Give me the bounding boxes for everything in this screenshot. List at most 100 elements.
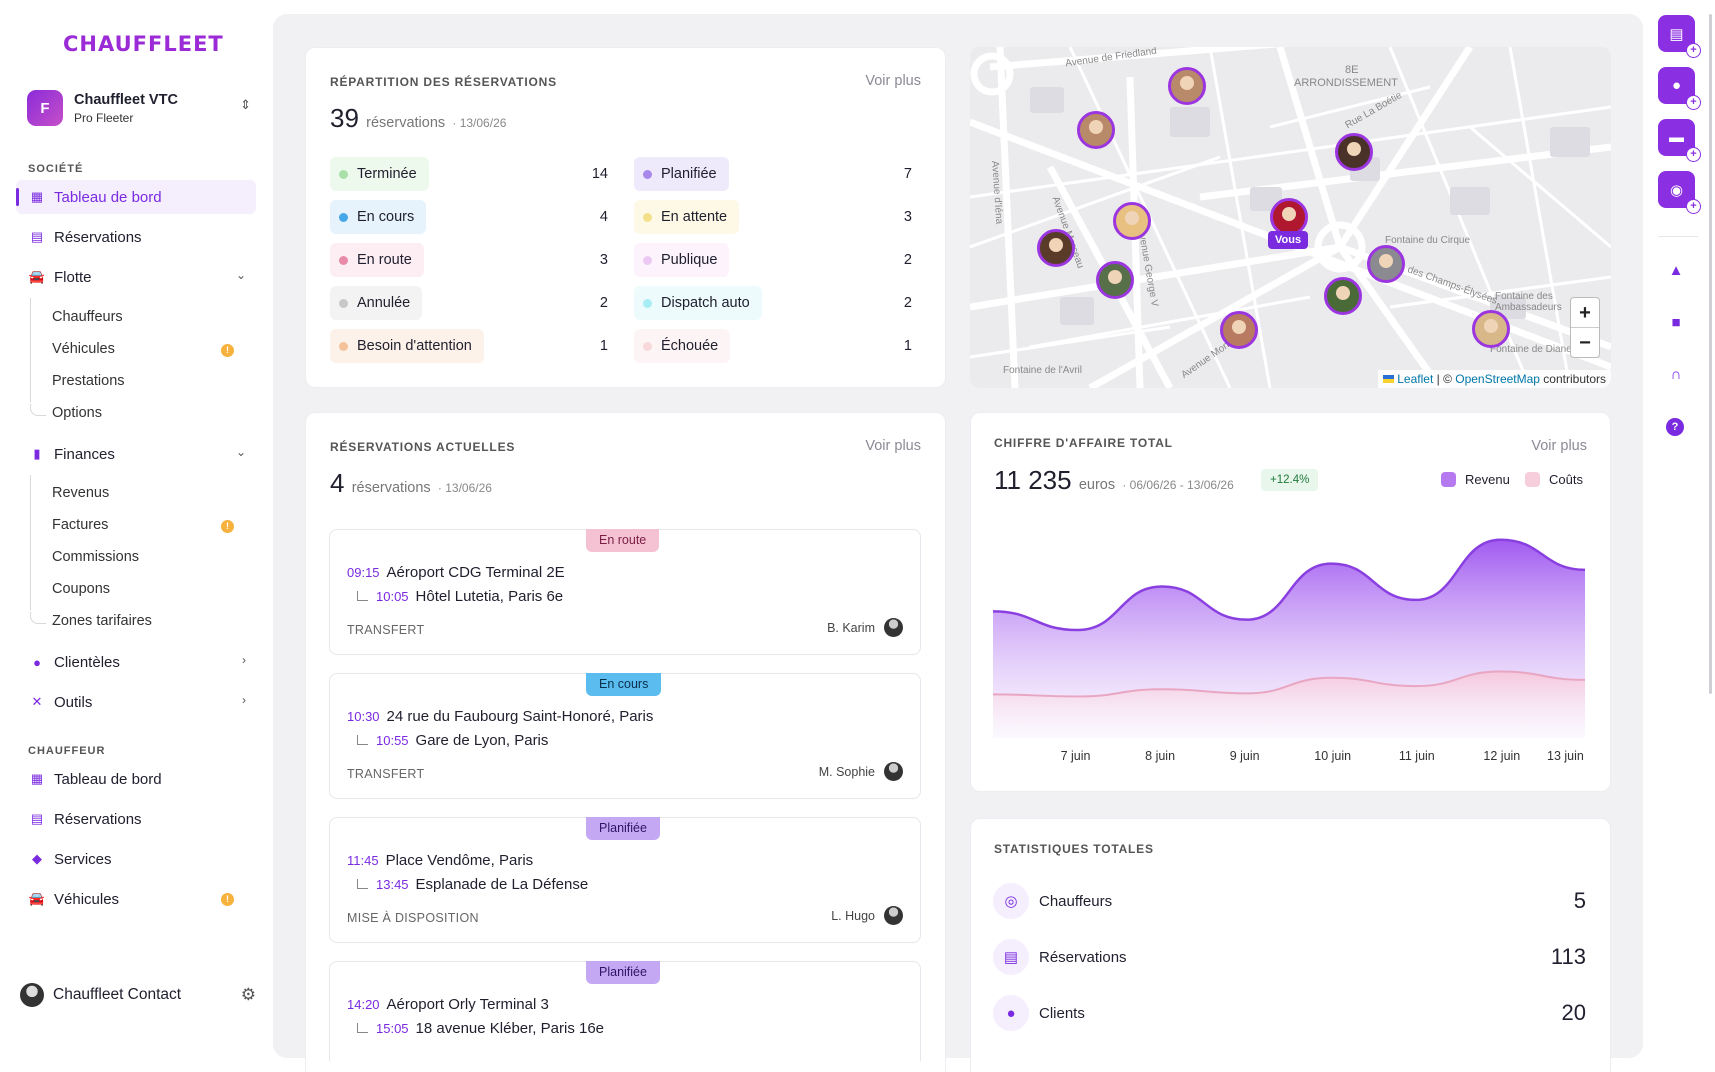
nav-chauffeur-vehicules[interactable]: 🚘 Véhicules <box>16 882 256 916</box>
attr-sep: | © <box>1433 372 1456 386</box>
driver-pin[interactable] <box>1077 111 1115 149</box>
user-menu[interactable]: Chauffleet Contact ⚙ <box>20 980 260 1010</box>
scrollbar[interactable] <box>1709 14 1712 694</box>
tag-icon: ◆ <box>32 851 42 866</box>
pickup-line: 10:30 24 rue du Faubourg Saint-Honoré, Pa… <box>347 708 653 725</box>
status-count: 14 <box>591 166 608 182</box>
total-date: · 13/06/26 <box>452 116 507 130</box>
driver-pin[interactable] <box>1168 67 1206 105</box>
bell-icon[interactable]: ▲ <box>1668 262 1684 279</box>
app-logo[interactable]: CHAUFFLEET <box>63 32 224 56</box>
driver-info: M. Sophie <box>819 762 903 781</box>
repartition-card: RÉPARTITION DES RÉSERVATIONS Voir plus 3… <box>305 47 946 388</box>
headset-icon[interactable]: ∩ <box>1670 366 1682 383</box>
voir-plus-link[interactable]: Voir plus <box>865 73 921 89</box>
stat-reservations: ▤ Réservations 113 <box>993 937 1586 977</box>
status-row[interactable]: Échouée 1 <box>634 329 920 363</box>
driver-pin[interactable] <box>1037 229 1075 267</box>
status-tag: Planifiée <box>586 961 660 984</box>
help-icon[interactable]: ? <box>1666 418 1684 436</box>
nav-vehicules[interactable]: Véhicules <box>52 341 115 357</box>
reservation-type: TRANSFERT <box>347 767 425 781</box>
nav-chauffeur-tableau[interactable]: ▦ Tableau de bord <box>16 762 256 796</box>
nav-flotte[interactable]: 🚘 Flotte ⌄ <box>16 260 256 294</box>
add-driver-button[interactable]: ◉ + <box>1658 171 1701 214</box>
nav-finances[interactable]: ▮ Finances ⌄ <box>16 437 256 471</box>
nav-outils[interactable]: ✕ Outils › <box>16 685 256 719</box>
delta-badge: +12.4% <box>1261 469 1319 491</box>
status-row[interactable]: Publique 2 <box>634 243 920 277</box>
status-label: Planifiée <box>661 166 717 182</box>
driver-pin[interactable] <box>1335 133 1373 171</box>
flag-icon <box>1382 375 1394 383</box>
nav-commissions[interactable]: Commissions <box>52 549 140 565</box>
map[interactable]: Avenue de Friedland 8E ARRONDISSEMENT Ru… <box>970 47 1611 388</box>
gear-icon[interactable]: ⚙ <box>240 985 256 1004</box>
add-reservation-button[interactable]: ▤ + <box>1658 15 1701 58</box>
legend-label: Coûts <box>1549 472 1583 487</box>
status-row[interactable]: En cours 4 <box>330 200 616 234</box>
nav-revenus[interactable]: Revenus <box>52 485 110 501</box>
osm-link[interactable]: OpenStreetMap <box>1455 372 1540 386</box>
reservation-card[interactable]: Planifiée 14:20 Aéroport Orly Terminal 3 15… <box>329 961 921 1061</box>
status-row[interactable]: Planifiée 7 <box>634 157 920 191</box>
status-pill: En attente <box>634 200 740 234</box>
status-row[interactable]: En attente 3 <box>634 200 920 234</box>
nav-label: Services <box>54 850 112 868</box>
status-pill: Publique <box>634 243 730 277</box>
status-row[interactable]: En route 3 <box>330 243 616 277</box>
nav-chauffeurs[interactable]: Chauffeurs <box>52 309 123 325</box>
costs-area <box>993 671 1585 738</box>
nav-chauffeur-reservations[interactable]: ▤ Réservations <box>16 802 256 836</box>
driver-info: B. Karim <box>827 618 903 637</box>
reservation-card[interactable]: Planifiée 11:45 Place Vendôme, Paris 13:45 E… <box>329 817 921 943</box>
chevron-updown-icon[interactable]: ⇕ <box>240 97 251 112</box>
nav-prestations[interactable]: Prestations <box>52 373 125 389</box>
zoom-out-button[interactable]: − <box>1579 332 1591 354</box>
add-client-button[interactable]: ● + <box>1658 67 1701 110</box>
zoom-in-button[interactable]: + <box>1571 298 1599 328</box>
dropoff-address: Hôtel Lutetia, Paris 6e <box>415 588 564 605</box>
driver-pin[interactable] <box>1367 245 1405 283</box>
reservation-card[interactable]: En cours 10:30 24 rue du Faubourg Saint-Ho… <box>329 673 921 799</box>
revenue-chart <box>993 538 1586 738</box>
voir-plus-link[interactable]: Voir plus <box>1531 438 1587 454</box>
avatar <box>20 983 44 1007</box>
user-name: Chauffleet Contact <box>53 986 182 1003</box>
voir-plus-link[interactable]: Voir plus <box>865 438 921 454</box>
you-pin[interactable] <box>1270 198 1308 236</box>
driver-pin[interactable] <box>1472 310 1510 348</box>
status-row[interactable]: Dispatch auto 2 <box>634 286 920 320</box>
nav-label: Réservations <box>54 228 142 246</box>
add-vehicle-button[interactable]: ▬ + <box>1658 119 1701 162</box>
reservation-card[interactable]: En route 09:15 Aéroport CDG Terminal 2E 10:… <box>329 529 921 655</box>
driver-pin[interactable] <box>1096 261 1134 299</box>
chat-icon[interactable]: ■ <box>1671 314 1681 331</box>
company-switcher[interactable]: F Chauffleet VTC Pro Fleeter ⇕ <box>27 88 257 128</box>
nav-clienteles[interactable]: ● Clientèles › <box>16 645 256 679</box>
nav-options[interactable]: Options <box>52 405 102 421</box>
pickup-line: 09:15 Aéroport CDG Terminal 2E <box>347 564 565 581</box>
driver-pin[interactable] <box>1113 202 1151 240</box>
status-row[interactable]: Annulée 2 <box>330 286 616 320</box>
driver-pin[interactable] <box>1324 277 1362 315</box>
nav-factures[interactable]: Factures <box>52 517 109 533</box>
nav-reservations[interactable]: ▤ Réservations <box>16 220 256 254</box>
nav-zones-tarifaires[interactable]: Zones tarifaires <box>52 613 152 629</box>
tree-branch <box>30 404 46 416</box>
status-row[interactable]: Terminée 14 <box>330 157 616 191</box>
status-count: 4 <box>599 209 608 225</box>
status-row[interactable]: Besoin d'attention 1 <box>330 329 616 363</box>
status-pill: Terminée <box>330 157 429 191</box>
status-label: Publique <box>661 252 718 268</box>
nav-coupons[interactable]: Coupons <box>52 581 111 597</box>
dropoff-address: Esplanade de La Défense <box>415 876 589 893</box>
driver-pin[interactable] <box>1220 311 1258 349</box>
nav-tableau-de-bord[interactable]: ▦ Tableau de bord <box>16 180 256 214</box>
leaflet-link[interactable]: Leaflet <box>1397 372 1434 386</box>
nav-chauffeur-services[interactable]: ◆ Services <box>16 842 256 876</box>
status-count: 3 <box>599 252 608 268</box>
x-tick-label: 13 juin <box>1547 749 1584 763</box>
tree-line <box>30 475 31 610</box>
status-label: En cours <box>357 209 415 225</box>
